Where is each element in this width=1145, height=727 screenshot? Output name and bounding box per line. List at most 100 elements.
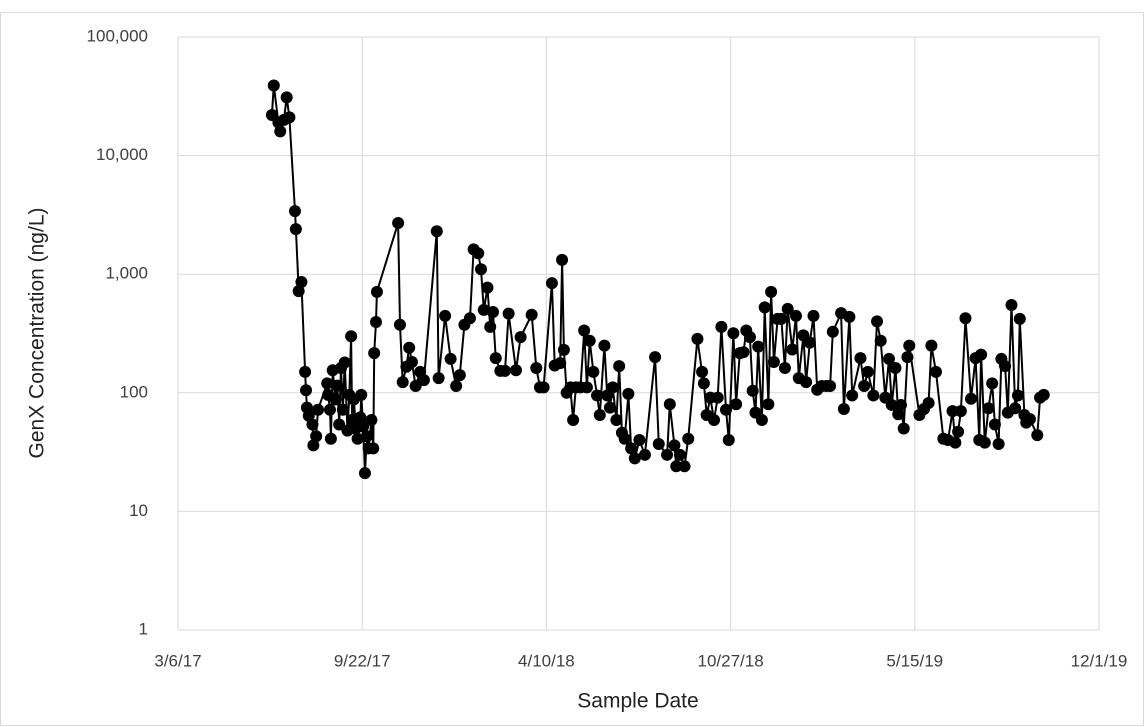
data-point <box>697 377 710 390</box>
data-point <box>289 223 302 236</box>
y-tick-label: 1,000 <box>105 264 148 283</box>
data-point <box>1005 298 1018 311</box>
data-point <box>649 351 662 364</box>
data-point <box>765 285 778 298</box>
data-point <box>711 391 724 404</box>
data-point <box>525 308 538 321</box>
data-point <box>781 302 794 315</box>
data-point <box>1013 312 1026 325</box>
data-point <box>554 357 567 370</box>
data-point <box>975 348 988 361</box>
y-tick-label: 10 <box>129 501 148 520</box>
data-point <box>338 356 351 369</box>
data-point <box>477 303 490 316</box>
data-point <box>929 365 942 378</box>
data-point <box>463 312 476 325</box>
data-point <box>484 320 497 333</box>
data-point <box>472 247 485 260</box>
data-point <box>673 448 686 461</box>
data-point <box>300 384 313 397</box>
data-point <box>678 460 691 473</box>
data-point <box>365 413 378 426</box>
data-point <box>370 316 383 329</box>
data-point <box>892 408 905 421</box>
data-point <box>267 79 280 92</box>
data-point <box>481 281 494 294</box>
data-point <box>800 376 813 389</box>
data-point <box>854 352 867 365</box>
data-point <box>310 430 323 443</box>
data-point <box>843 310 856 323</box>
data-point <box>752 340 765 353</box>
data-point <box>295 275 308 288</box>
data-point <box>444 352 457 365</box>
data-point <box>324 432 337 445</box>
data-point <box>871 315 884 328</box>
data-point <box>392 217 405 230</box>
data-point <box>867 389 880 402</box>
data-point <box>370 285 383 298</box>
data-point <box>625 442 638 455</box>
data-point <box>758 301 771 314</box>
data-point <box>439 309 452 322</box>
data-point <box>299 365 312 378</box>
data-point <box>430 225 443 238</box>
data-point <box>894 398 907 411</box>
data-point <box>591 389 604 402</box>
data-point <box>986 377 999 390</box>
data-point <box>537 381 550 394</box>
data-point <box>396 376 409 389</box>
data-point <box>663 398 676 411</box>
data-point <box>954 405 967 418</box>
data-point <box>708 413 721 426</box>
data-point <box>409 380 422 393</box>
data-point <box>292 285 305 298</box>
data-point <box>498 364 511 377</box>
data-point <box>1031 429 1044 442</box>
data-point <box>360 430 373 443</box>
data-point <box>982 402 995 415</box>
data-point <box>368 347 381 360</box>
data-point <box>367 442 380 455</box>
data-point <box>603 401 616 414</box>
data-point <box>306 418 319 431</box>
y-tick-label: 1 <box>139 619 148 638</box>
data-point <box>889 361 902 374</box>
y-tick-label: 100 <box>120 382 148 401</box>
data-point <box>691 332 704 345</box>
data-point <box>786 343 799 356</box>
data-point <box>824 380 837 393</box>
data-point <box>837 403 850 416</box>
data-point <box>633 433 646 446</box>
data-point <box>670 460 683 473</box>
data-point <box>333 418 346 431</box>
data-point <box>999 360 1012 373</box>
data-point <box>355 388 368 401</box>
data-point <box>668 439 681 452</box>
data-point <box>331 379 344 392</box>
data-point <box>858 380 871 393</box>
data-point <box>556 253 569 266</box>
data-point <box>762 398 775 411</box>
data-point <box>307 439 320 452</box>
data-point <box>775 312 788 325</box>
data-point <box>618 432 631 445</box>
data-point <box>403 341 416 354</box>
data-point <box>988 418 1001 431</box>
data-point <box>778 361 791 374</box>
data-point <box>345 330 358 343</box>
data-point <box>580 381 593 394</box>
data-point <box>959 312 972 325</box>
data-point <box>826 325 839 338</box>
x-tick-label: 3/6/17 <box>154 651 201 670</box>
y-tick-label: 100,000 <box>87 26 148 45</box>
data-point <box>652 438 665 451</box>
data-point <box>613 360 626 373</box>
data-point <box>628 452 641 465</box>
data-point <box>1009 402 1022 415</box>
data-point <box>432 372 445 385</box>
data-point <box>357 420 370 433</box>
data-point <box>578 324 591 337</box>
data-point <box>682 432 695 445</box>
data-point <box>946 405 959 418</box>
